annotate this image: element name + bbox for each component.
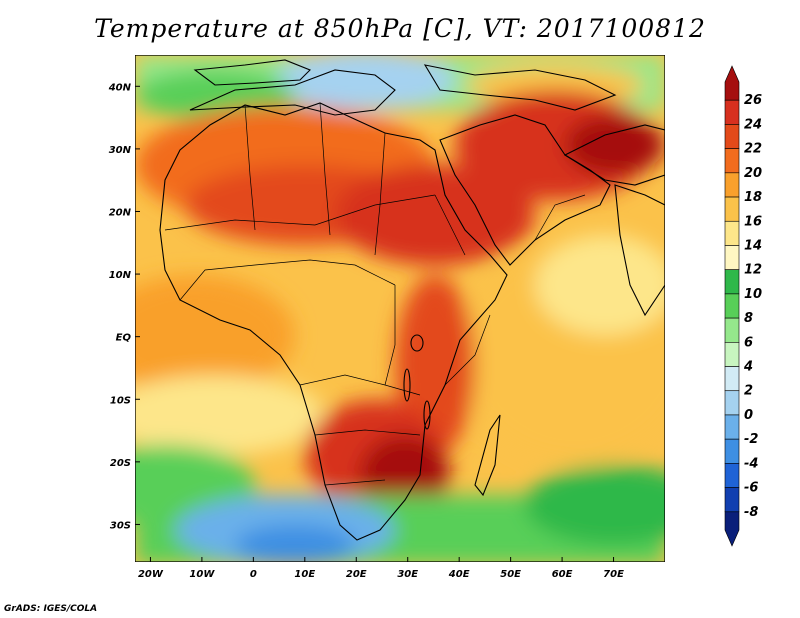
colorbar-swatch	[724, 317, 740, 343]
colorbar-label: -4	[744, 456, 758, 471]
lon-tick-label: 50E	[500, 569, 521, 580]
border-layer	[164, 102, 586, 486]
lon-tick-label: 60E	[552, 569, 573, 580]
colorbar-label: 8	[744, 311, 753, 326]
colorbar-swatch	[724, 269, 740, 295]
colorbar-swatch	[724, 390, 740, 416]
lat-tick-label: 10N	[109, 270, 132, 281]
colorbar-swatch	[724, 148, 740, 174]
colorbar-swatch	[724, 463, 740, 488]
lat-tick-label: EQ	[116, 333, 132, 344]
colorbar-label: 16	[744, 214, 762, 229]
colorbar-label: 12	[744, 263, 762, 278]
colorbar-label: 24	[744, 117, 762, 132]
lat-tick-label: 40N	[108, 82, 132, 93]
colorbar-swatch	[724, 487, 740, 513]
colorbar-top-arrow	[724, 65, 740, 101]
colorbar-label: 26	[744, 93, 762, 108]
colorbar-label: 6	[744, 335, 753, 350]
lat-tick-label: 30S	[110, 520, 131, 531]
colorbar-swatch	[724, 99, 740, 125]
colorbar-label: 0	[744, 408, 753, 423]
colorbar-label: -8	[744, 505, 758, 520]
lat-tick-label: 20S	[110, 458, 131, 469]
colorbar-swatch	[724, 293, 740, 319]
colorbar-label: 20	[744, 166, 762, 181]
map-svg	[134, 54, 666, 563]
lon-tick-layer	[149, 557, 615, 562]
colorbar-swatch	[724, 366, 740, 392]
colorbar: 26 24 22 20 18 16 14 12 10 8 6 4 2 0 -2 -4 -6 -8	[715, 58, 775, 558]
temperature-map	[134, 54, 666, 563]
map-title: Temperature at 850hPa [C], VT: 201710081…	[94, 14, 706, 43]
lat-label-layer: 40N 30N 20N 10N EQ 10S 20S 30S	[108, 82, 132, 531]
lat-tick-label: 10S	[110, 395, 131, 406]
lon-label-layer: 20W 10W 0 10E 20E 30E 40E 50E 60E 70E	[138, 569, 624, 580]
lon-tick-label: 40E	[448, 569, 470, 580]
lon-tick-label: 0	[250, 569, 257, 580]
colorbar-swatch	[724, 342, 740, 367]
credit-label: GrADS: IGES/COLA	[4, 604, 98, 614]
colorbar-swatch	[724, 220, 740, 246]
colorbar-label: 18	[744, 190, 762, 205]
lakes-layer	[403, 334, 431, 430]
lat-tick-label: 30N	[109, 145, 132, 156]
colorbar-label: -2	[744, 432, 758, 447]
temperature-field	[135, 55, 665, 562]
colorbar-swatch	[724, 245, 740, 270]
colorbar-label: 14	[744, 238, 762, 253]
lat-tick-label: 20N	[109, 207, 132, 218]
colorbar-swatch	[724, 124, 740, 149]
lon-tick-label: 70E	[603, 569, 624, 580]
colorbar-label: 2	[744, 384, 753, 399]
colorbar-label: 22	[744, 142, 762, 157]
lon-tick-label: 30E	[397, 569, 418, 580]
colorbar-label: 10	[744, 287, 762, 302]
colorbar-label: 4	[743, 360, 753, 375]
lon-tick-label: 20E	[346, 569, 367, 580]
colorbar-bottom-arrow	[724, 511, 740, 547]
colorbar-swatch	[724, 172, 740, 198]
colorbar-swatch	[724, 196, 740, 222]
lon-tick-label: 10W	[189, 569, 215, 580]
lon-tick-label: 20W	[138, 569, 164, 580]
colorbar-label: -6	[744, 481, 758, 496]
lon-tick-label: 10E	[294, 569, 315, 580]
colorbar-swatch	[724, 414, 740, 440]
lat-tick-layer	[135, 85, 140, 525]
colorbar-swatch	[724, 438, 740, 464]
